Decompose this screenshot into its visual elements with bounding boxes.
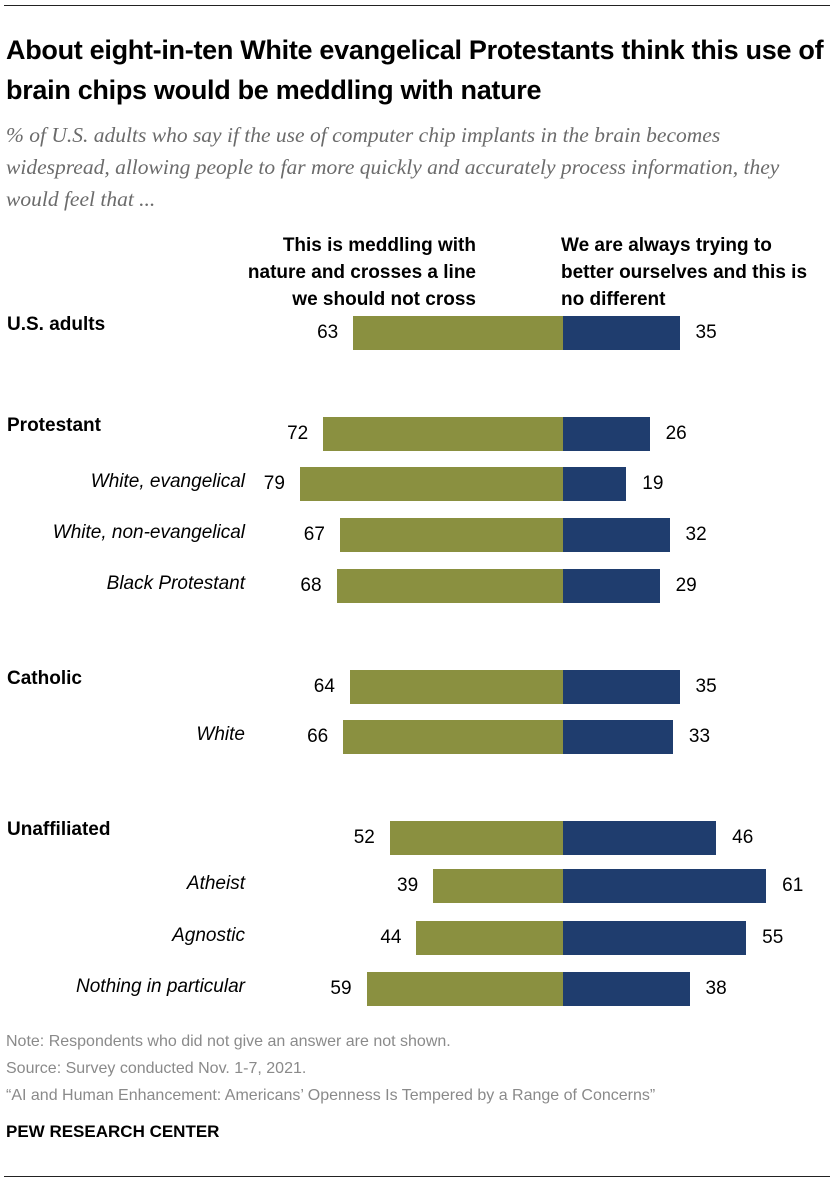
bar-meddling	[349, 670, 563, 704]
bar-meddling	[323, 417, 563, 451]
legend-right-header: We are always trying to better ourselves…	[561, 235, 808, 310]
value-label-better-ourselves: 33	[688, 726, 711, 747]
value-label-better-ourselves: 35	[695, 322, 717, 343]
category-label: Agnostic	[172, 925, 245, 946]
bar-better-ourselves	[563, 316, 680, 350]
value-label-meddling: 68	[300, 575, 322, 596]
category-label: U.S. adults	[7, 314, 106, 335]
value-label-meddling: 72	[287, 423, 309, 444]
value-label-meddling: 39	[397, 875, 419, 896]
bar-better-ourselves	[563, 972, 690, 1006]
bar-meddling	[366, 972, 563, 1006]
value-label-meddling: 66	[307, 726, 329, 747]
bar-meddling	[353, 316, 563, 350]
bar-better-ourselves	[563, 670, 680, 704]
bar-better-ourselves	[563, 720, 673, 754]
bar-better-ourselves	[563, 569, 660, 603]
value-label-better-ourselves: 38	[705, 978, 727, 999]
category-label: Catholic	[7, 668, 82, 689]
bar-meddling	[433, 869, 563, 903]
value-label-meddling: 52	[353, 827, 375, 848]
top-rule	[4, 5, 830, 6]
value-label-better-ourselves: 26	[665, 423, 687, 444]
value-label-meddling: 67	[303, 524, 325, 545]
category-label: Atheist	[186, 873, 245, 894]
category-label: Nothing in particular	[76, 976, 245, 997]
value-label-better-ourselves: 46	[732, 827, 754, 848]
bar-better-ourselves	[563, 518, 670, 552]
value-label-meddling: 44	[380, 927, 402, 948]
value-label-better-ourselves: 32	[685, 524, 707, 545]
bar-meddling	[336, 569, 563, 603]
footer-source: Source: Survey conducted Nov. 1-7, 2021.	[6, 1060, 307, 1077]
bar-better-ourselves	[563, 467, 627, 501]
category-label: Unaffiliated	[7, 819, 111, 840]
category-label: White, non-evangelical	[52, 522, 245, 543]
brand-logo-text: PEW RESEARCH CENTER	[6, 1122, 220, 1141]
bar-better-ourselves	[563, 869, 767, 903]
chart-title: About eight-in-ten White evangelical Pro…	[6, 35, 824, 105]
footer-report: “AI and Human Enhancement: Americans’ Op…	[6, 1087, 656, 1104]
category-label: White, evangelical	[90, 471, 245, 492]
bar-meddling	[339, 518, 563, 552]
category-label: Protestant	[7, 415, 101, 436]
value-label-meddling: 79	[263, 473, 285, 494]
value-label-better-ourselves: 35	[695, 676, 717, 697]
bar-meddling	[416, 921, 563, 955]
value-label-meddling: 64	[313, 676, 335, 697]
bar-better-ourselves	[563, 417, 650, 451]
chart-subtitle: % of U.S. adults who say if the use of c…	[6, 123, 780, 211]
bar-meddling	[343, 720, 563, 754]
bar-better-ourselves	[563, 921, 747, 955]
value-label-better-ourselves: 61	[782, 875, 804, 896]
category-label: Black Protestant	[106, 573, 245, 594]
footer-note: Note: Respondents who did not give an an…	[6, 1033, 451, 1050]
bar-meddling	[299, 467, 563, 501]
legend-left-header: This is meddling with nature and crosses…	[247, 235, 476, 310]
value-label-better-ourselves: 19	[642, 473, 664, 494]
bar-meddling	[389, 821, 563, 855]
bar-better-ourselves	[563, 821, 717, 855]
value-label-meddling: 63	[317, 322, 339, 343]
value-label-better-ourselves: 29	[675, 575, 697, 596]
value-label-meddling: 59	[330, 978, 352, 999]
category-label: White	[196, 724, 245, 745]
bottom-rule	[4, 1176, 830, 1177]
value-label-better-ourselves: 55	[762, 927, 784, 948]
